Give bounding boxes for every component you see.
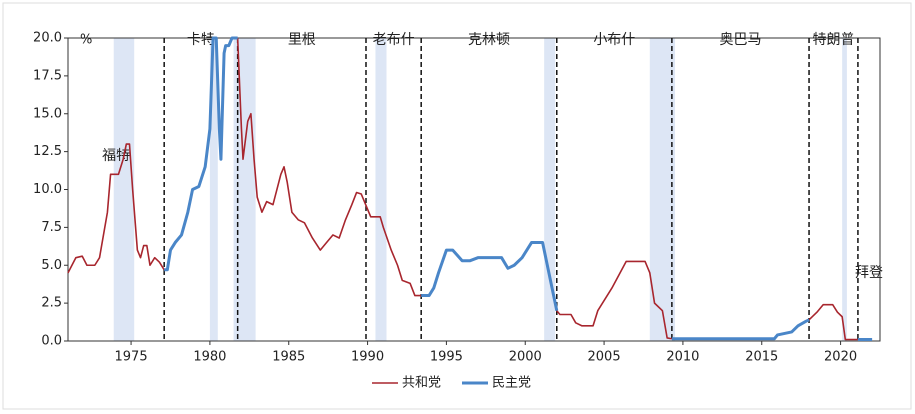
recession-band bbox=[375, 38, 387, 341]
x-tick-label: 1980 bbox=[193, 350, 226, 365]
y-tick-label: 17.5 bbox=[33, 68, 62, 83]
y-tick-label: 2.5 bbox=[41, 296, 62, 311]
series-line bbox=[67, 37, 858, 341]
recession-band bbox=[233, 38, 256, 341]
legend-label: 民主党 bbox=[492, 376, 531, 391]
y-tick-label: 7.5 bbox=[41, 220, 62, 235]
y-tick-label: 15.0 bbox=[33, 106, 62, 121]
y-tick-label: 10.0 bbox=[33, 182, 62, 197]
series-line bbox=[164, 36, 873, 341]
x-tick-label: 2015 bbox=[745, 350, 778, 365]
recession-band bbox=[544, 38, 556, 341]
president-label: 小布什 bbox=[593, 32, 635, 48]
x-tick-label: 1975 bbox=[115, 350, 148, 365]
x-tick-label: 2020 bbox=[824, 350, 857, 365]
y-unit: % bbox=[80, 33, 92, 48]
x-tick-label: 2010 bbox=[666, 350, 699, 365]
x-tick-label: 1985 bbox=[272, 350, 305, 365]
recession-band bbox=[113, 38, 135, 341]
president-label: 奥巴马 bbox=[719, 31, 761, 48]
y-tick-label: 5.0 bbox=[41, 258, 62, 273]
y-tick-label: 0.0 bbox=[41, 334, 62, 349]
x-tick-label: 2000 bbox=[509, 350, 542, 365]
president-label: 克林顿 bbox=[468, 32, 510, 48]
president-label: 卡特 bbox=[187, 32, 215, 48]
president-label: 拜登 bbox=[855, 265, 883, 281]
x-tick-label: 1990 bbox=[351, 350, 384, 365]
recession-band bbox=[842, 38, 847, 341]
recession-band bbox=[649, 38, 676, 341]
president-label: 里根 bbox=[288, 32, 316, 48]
president-label: 特朗普 bbox=[812, 32, 854, 48]
recession-band bbox=[209, 38, 218, 341]
president-label: 福特 bbox=[102, 148, 130, 164]
x-tick-label: 2005 bbox=[588, 350, 621, 365]
president-label: 老布什 bbox=[373, 32, 415, 48]
legend-label: 共和党 bbox=[402, 376, 441, 391]
x-tick-label: 1995 bbox=[430, 350, 463, 365]
y-tick-label: 12.5 bbox=[33, 144, 62, 159]
y-tick-label: 20.0 bbox=[33, 31, 62, 46]
